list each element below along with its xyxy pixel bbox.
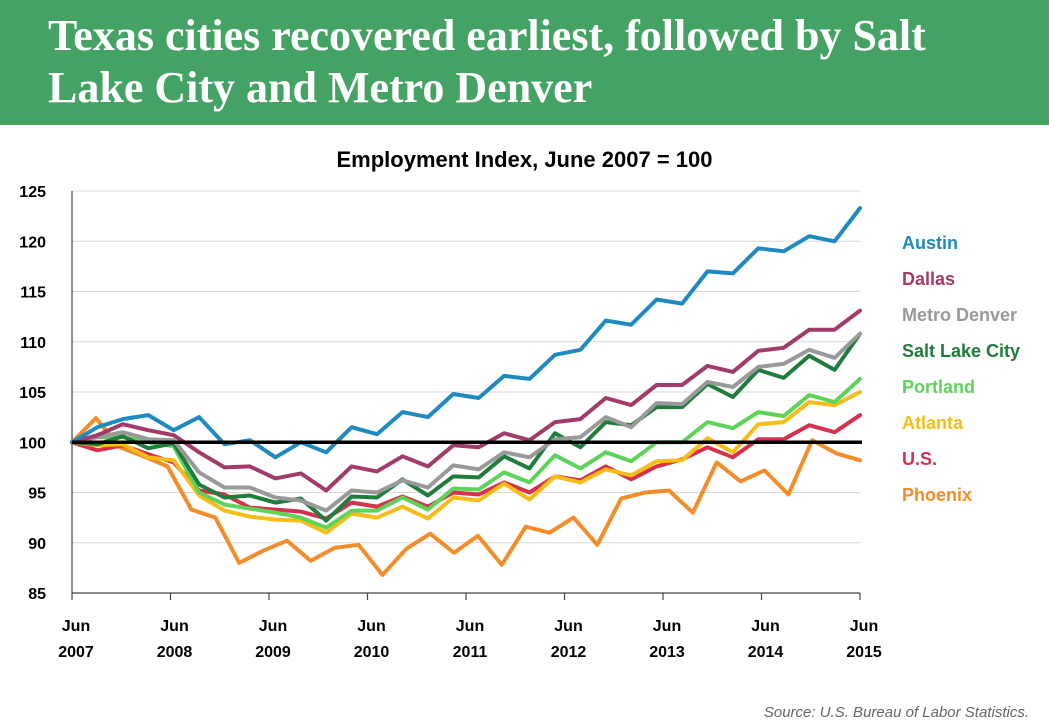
legend-salt-lake-city: Salt Lake City [902, 341, 1020, 361]
x-tick-label-year: 2011 [453, 644, 488, 661]
series-line-u-s- [70, 413, 862, 521]
x-tick-label-year: 2013 [649, 644, 685, 661]
title-banner: Texas cities recovered earliest, followe… [0, 0, 1049, 125]
chart-title: Employment Index, June 2007 = 100 [336, 147, 713, 172]
x-tick-label-year: 2009 [255, 644, 291, 661]
legend-atlanta: Atlanta [902, 413, 964, 433]
x-tick-label-year: 2008 [157, 644, 193, 661]
y-tick-label: 120 [19, 234, 46, 251]
x-tick-label-year: 2015 [846, 644, 882, 661]
y-tick-label: 110 [20, 335, 46, 352]
x-tick-label-month: Jun [554, 618, 582, 635]
x-tick-label-month: Jun [259, 618, 287, 635]
legend-u-s-: U.S. [902, 449, 937, 469]
x-tick-label-month: Jun [357, 618, 385, 635]
x-tick-label-year: 2012 [551, 644, 587, 661]
series-line-phoenix [70, 416, 862, 577]
x-tick-label-year: 2010 [354, 644, 390, 661]
x-tick-label-month: Jun [62, 618, 90, 635]
series-line-dallas [70, 308, 862, 493]
series-line-portland [70, 376, 862, 530]
legend-portland: Portland [902, 377, 975, 397]
series-line-atlanta [70, 390, 862, 535]
y-tick-label: 90 [28, 536, 46, 553]
source-note: Source: U.S. Bureau of Labor Statistics. [763, 704, 1029, 721]
x-tick-label-year: 2014 [748, 644, 784, 661]
x-tick-label-month: Jun [850, 618, 878, 635]
series-line-austin [70, 206, 862, 460]
y-tick-label: 85 [28, 586, 46, 603]
y-tick-label: 125 [19, 184, 46, 201]
page-title: Texas cities recovered earliest, followe… [48, 11, 926, 112]
x-tick-label-year: 2007 [58, 644, 94, 661]
y-tick-label: 105 [19, 385, 46, 402]
legend-phoenix: Phoenix [902, 485, 972, 505]
series-line-metro-denver [70, 331, 862, 513]
y-tick-label: 115 [20, 285, 46, 302]
x-tick-label-month: Jun [751, 618, 779, 635]
y-tick-label: 95 [28, 486, 46, 503]
x-tick-label-month: Jun [160, 618, 188, 635]
legend-metro-denver: Metro Denver [902, 305, 1017, 325]
legend-austin: Austin [902, 233, 958, 253]
series-line-salt-lake-city [70, 331, 862, 523]
x-tick-label-month: Jun [653, 618, 681, 635]
y-tick-label: 100 [19, 435, 46, 452]
legend-dallas: Dallas [902, 269, 955, 289]
x-tick-label-month: Jun [456, 618, 484, 635]
